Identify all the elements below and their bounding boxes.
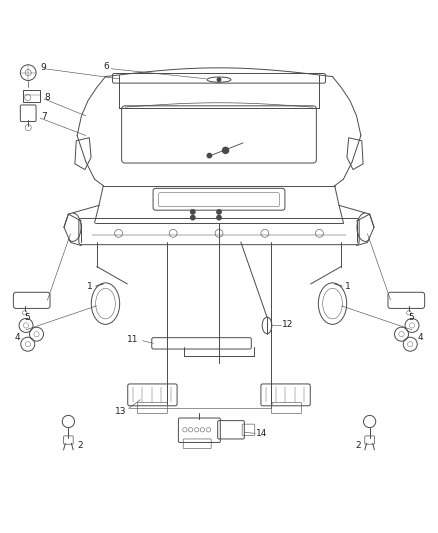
Text: 4: 4 (418, 333, 424, 342)
Text: 7: 7 (41, 112, 46, 121)
Text: 6: 6 (103, 62, 109, 71)
Text: 11: 11 (127, 335, 138, 344)
Text: 12: 12 (283, 320, 294, 329)
Text: 8: 8 (44, 93, 50, 102)
Circle shape (217, 215, 221, 220)
Text: 5: 5 (24, 313, 30, 322)
Text: 1: 1 (345, 281, 351, 290)
Bar (23, 90, 40, 102)
Circle shape (223, 147, 229, 154)
Text: 9: 9 (40, 63, 46, 72)
Text: 2: 2 (77, 441, 83, 450)
Text: 14: 14 (256, 429, 268, 438)
Circle shape (217, 210, 221, 214)
Circle shape (191, 210, 195, 214)
Text: 1: 1 (87, 281, 93, 290)
Circle shape (191, 215, 195, 220)
Circle shape (207, 154, 212, 158)
Text: 5: 5 (408, 313, 414, 322)
Text: 13: 13 (115, 407, 127, 416)
Text: 2: 2 (355, 441, 361, 450)
Circle shape (217, 78, 221, 82)
Text: 4: 4 (14, 333, 20, 342)
